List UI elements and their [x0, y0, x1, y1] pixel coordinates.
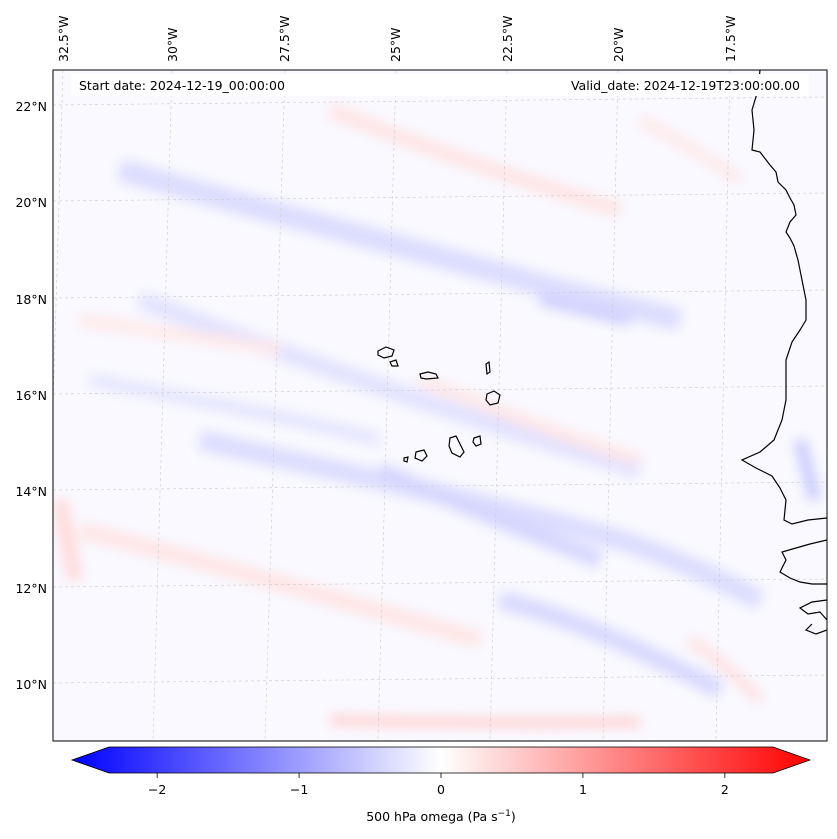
lat-label: 14°N [15, 484, 47, 499]
gridline-lon [602, 70, 619, 741]
island-brava [403, 456, 409, 463]
lon-label: 25°W [388, 27, 403, 62]
lon-label: 30°W [165, 27, 180, 62]
lat-labels: 22°N 20°N 18°N 16°N 14°N 12°N 10°N [15, 99, 47, 692]
island-sao-vicente [389, 359, 399, 367]
colorbar: −2 −1 0 1 2 500 hPa omega (Pa s−1) [70, 746, 812, 824]
colorbar-tick-label: 2 [721, 782, 729, 797]
lat-label: 20°N [15, 195, 47, 210]
lat-label: 18°N [15, 292, 47, 307]
date-banner [71, 74, 809, 96]
island-santiago [448, 435, 465, 458]
colorbar-tick-label: 1 [579, 782, 587, 797]
island-boa-vista [485, 390, 501, 406]
colorbar-tick-label: −2 [148, 782, 166, 797]
omega-field [53, 103, 821, 728]
map-frame [52, 69, 828, 742]
gridline-lon [377, 70, 397, 741]
lat-label: 22°N [15, 99, 47, 114]
island-santo-antao [377, 346, 395, 359]
coastline [377, 70, 827, 635]
graticule [53, 70, 827, 741]
gridline-lon [264, 70, 286, 741]
lon-label: 22.5°W [500, 16, 515, 62]
island-sal [485, 360, 491, 376]
start-date-label: Start date: 2024-12-19_00:00:00 [79, 78, 285, 93]
lat-label: 10°N [15, 677, 47, 692]
colorbar-scale [70, 746, 812, 774]
gridline-lon [152, 70, 173, 741]
island-sao-nicolau [419, 371, 439, 380]
gridline-lon [489, 70, 508, 741]
valid-date-label: Valid_date: 2024-12-19T23:00:00.00 [571, 78, 800, 93]
lon-label: 17.5°W [723, 16, 738, 62]
colorbar-tick-label: −1 [290, 782, 308, 797]
colorbar-tick-label: 0 [437, 782, 445, 797]
lon-labels: 32.5°W 30°W 27.5°W 25°W 22.5°W 20°W 17.5… [56, 16, 738, 62]
gridline-lon [715, 70, 731, 741]
lon-label: 32.5°W [56, 16, 71, 62]
island-maio [472, 435, 482, 447]
colorbar-ticks: −2 −1 0 1 2 [148, 773, 729, 797]
lat-label: 12°N [15, 581, 47, 596]
island-fogo [414, 449, 428, 462]
colorbar-title: 500 hPa omega (Pa s−1) [366, 809, 516, 824]
lat-label: 16°N [15, 388, 47, 403]
lon-label: 20°W [611, 27, 626, 62]
lon-label: 27.5°W [277, 16, 292, 62]
africa-coast [740, 70, 827, 635]
map-panel: Start date: 2024-12-19_00:00:00 Valid_da… [52, 69, 828, 742]
